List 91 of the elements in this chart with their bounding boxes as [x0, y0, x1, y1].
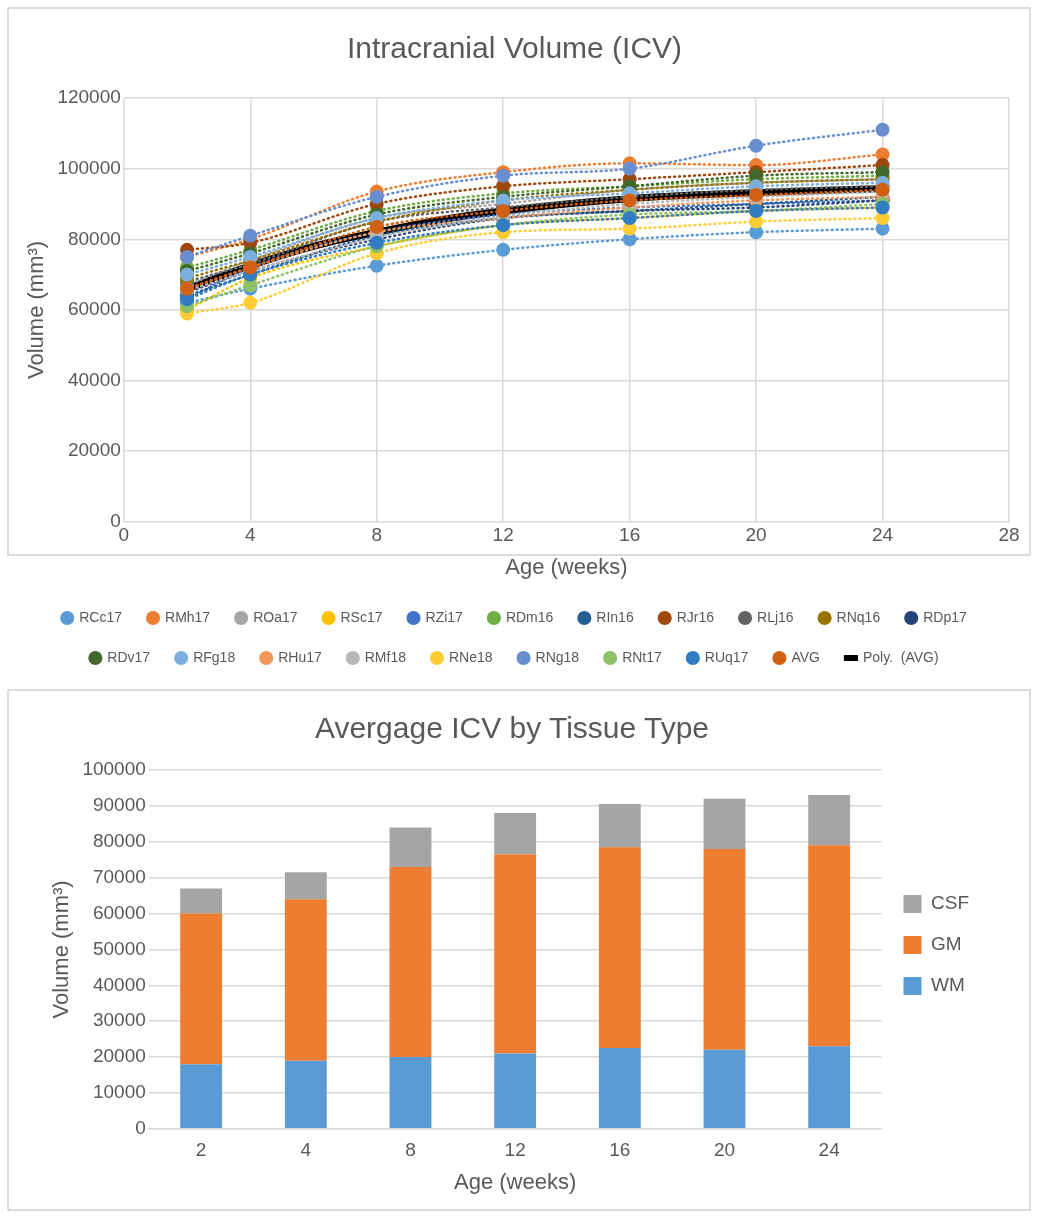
legend-label: Poly. (AVG): [862, 648, 939, 665]
bar: [703, 1049, 746, 1129]
point: [369, 219, 384, 234]
y-tick-label: 20000: [67, 439, 121, 461]
y-tick-label: 30000: [92, 1009, 146, 1031]
y-tick-label: 40000: [92, 973, 146, 995]
x-tick-label: 16: [609, 1139, 631, 1161]
y-tick-label: 100000: [82, 758, 146, 780]
bar: [703, 798, 746, 849]
x-axis-title: Age (weeks): [454, 1168, 577, 1194]
x-tick-label: 28: [998, 524, 1020, 546]
x-tick-label: 24: [871, 524, 894, 546]
y-tick-label: 120000: [57, 86, 121, 108]
legend-label: RSc17: [340, 608, 383, 625]
point: [243, 295, 258, 310]
y-axis-title: Volume (mm³): [23, 240, 49, 379]
y-tick-label: 40000: [67, 368, 121, 390]
x-tick-label: 16: [619, 524, 641, 546]
y-tick-label: 0: [135, 1117, 146, 1139]
point: [369, 189, 384, 204]
y-tick-label: 80000: [67, 227, 121, 249]
point: [369, 258, 384, 273]
y-tick-label: 50000: [92, 937, 146, 959]
x-tick-label: 20: [713, 1139, 736, 1161]
bar: [703, 848, 746, 1050]
point: [749, 138, 764, 153]
legend-label: AVG: [791, 648, 820, 665]
legend-label: RIn16: [596, 608, 634, 625]
bar: [598, 804, 641, 848]
y-tick-label: 10000: [92, 1081, 146, 1103]
x-tick-label: 12: [504, 1139, 526, 1161]
bar: [808, 845, 851, 1047]
point: [622, 161, 637, 176]
bar: [598, 1048, 641, 1129]
legend-label: RNt17: [622, 648, 663, 665]
bar: [389, 1057, 432, 1129]
y-tick-label: 70000: [92, 865, 146, 887]
point: [243, 228, 258, 243]
bar: [494, 813, 537, 855]
y-tick-label: 60000: [92, 901, 146, 923]
x-axis-title: Age (weeks): [505, 553, 628, 579]
x-tick-label: 2: [195, 1139, 207, 1161]
legend-label: RNq16: [836, 608, 881, 625]
legend-label: RMf18: [364, 648, 407, 665]
bar: [284, 899, 327, 1061]
bar: [389, 866, 432, 1058]
chart-title: Avergage ICV by Tissue Type: [314, 711, 710, 745]
bar: [180, 888, 223, 914]
legend-label: RJr16: [676, 608, 715, 625]
point: [496, 242, 511, 257]
bar: [808, 1046, 851, 1129]
y-tick-label: 20000: [92, 1045, 146, 1067]
y-axis-title: Volume (mm³): [48, 880, 74, 1019]
bar: [284, 1060, 327, 1129]
legend-label: RDv17: [107, 648, 151, 665]
x-tick-label: 12: [492, 524, 514, 546]
bar: [180, 913, 223, 1065]
bar: [808, 795, 851, 846]
bar: [494, 854, 537, 1054]
legend-label: GM: [931, 933, 962, 955]
y-tick-label: 60000: [67, 298, 121, 320]
point: [875, 122, 890, 137]
bar: [284, 872, 327, 900]
legend-label: WM: [931, 974, 965, 996]
chart-title: Intracranial Volume (ICV): [346, 31, 683, 65]
legend-label: RZi17: [425, 608, 464, 625]
legend-label: RDp17: [923, 608, 967, 625]
bar: [598, 847, 641, 1049]
bar: [389, 827, 432, 867]
y-tick-label: 80000: [92, 829, 146, 851]
bar: [180, 1064, 223, 1129]
x-tick-label: 4: [300, 1139, 312, 1161]
x-tick-label: 24: [818, 1139, 841, 1161]
legend-label: RFg18: [193, 648, 236, 665]
legend-label: ROa17: [253, 608, 298, 625]
x-tick-label: 8: [371, 524, 382, 546]
legend-label: CSF: [931, 892, 969, 914]
x-tick-label: 20: [745, 524, 767, 546]
legend-label: RMh17: [165, 608, 211, 625]
legend-label: RDm16: [505, 608, 554, 625]
legend-label: RLj16: [757, 608, 794, 625]
x-tick-label: 8: [405, 1139, 416, 1161]
x-tick-label: 4: [244, 524, 256, 546]
y-tick-label: 90000: [92, 794, 146, 816]
legend-label: RNe18: [448, 648, 493, 665]
legend-label: RUq17: [704, 648, 749, 665]
legend-label: RCc17: [79, 608, 123, 625]
y-tick-label: 100000: [57, 156, 121, 178]
legend-label: RHu17: [278, 648, 322, 665]
bar: [494, 1053, 537, 1129]
legend-label: RNg18: [535, 648, 580, 665]
